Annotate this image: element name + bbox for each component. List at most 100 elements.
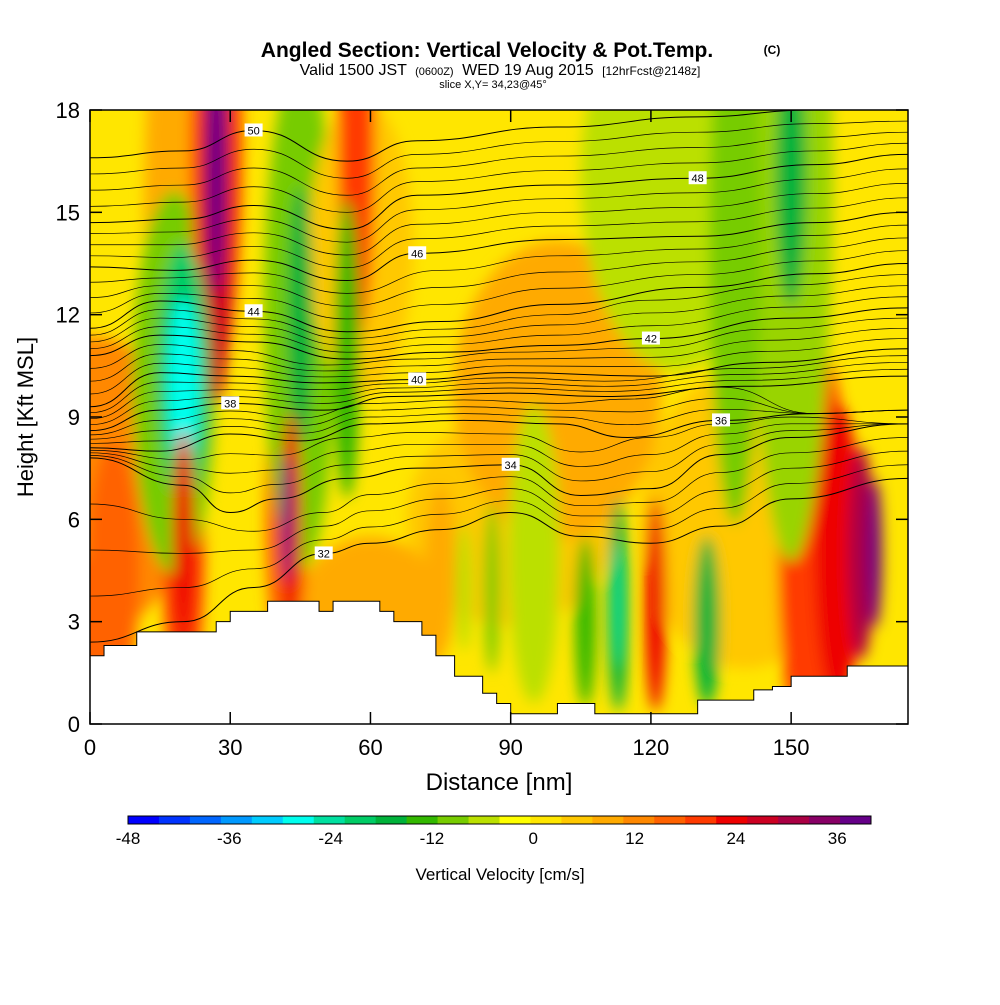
- velocity-cell: [281, 455, 292, 584]
- colorbar-swatch: [778, 816, 810, 824]
- colorbar-swatch: [344, 816, 377, 824]
- isentrope-minor-line: [90, 197, 908, 269]
- isentrope-label: 42: [641, 331, 660, 346]
- x-tick-label: 0: [84, 735, 96, 760]
- svg-text:44: 44: [247, 306, 259, 318]
- isentrope-minor-line: [90, 368, 908, 426]
- isentrope-minor-line: [90, 408, 908, 444]
- colorbar-tick-label: 0: [529, 829, 538, 848]
- colorbar-tick-label: -12: [420, 829, 445, 848]
- isentrope-minor-line: [90, 182, 908, 256]
- colorbar-swatch: [251, 816, 284, 824]
- isentrope-label: 34: [501, 457, 520, 472]
- isentrope-line: [90, 423, 908, 514]
- isentrope-minor-line: [90, 355, 908, 414]
- svg-text:40: 40: [411, 374, 423, 386]
- velocity-cell: [613, 540, 623, 669]
- colorbar: [127, 815, 872, 825]
- isentrope-minor-line: [90, 237, 908, 307]
- colorbar-tick-label: 12: [625, 829, 644, 848]
- x-tick-label: 120: [633, 735, 670, 760]
- isentrope-label: 40: [408, 372, 427, 386]
- x-tick-label: 150: [773, 735, 810, 760]
- isentrope-line: [90, 307, 908, 360]
- velocity-cell: [775, 110, 807, 307]
- isentrope-minor-line: [90, 437, 908, 532]
- velocity-cell: [814, 404, 862, 703]
- velocity-cell: [424, 485, 457, 656]
- valid-utc: (0600Z): [415, 66, 454, 78]
- colorbar-swatch: [530, 816, 562, 824]
- isentrope-minor-line: [90, 274, 908, 339]
- valid-date: WED 19 Aug 2015: [462, 62, 594, 79]
- velocity-cell: [575, 536, 596, 707]
- colorbar-label: Vertical Velocity [cm/s]: [415, 865, 584, 884]
- isentrope-minor-line: [90, 416, 908, 460]
- y-tick-label: 18: [56, 98, 80, 123]
- isentrope-line: [90, 153, 908, 230]
- isentrope-minor-line: [90, 224, 908, 294]
- isentrope-minor-line: [90, 362, 908, 420]
- copyright-mark: (C): [764, 43, 781, 57]
- isentrope-label: 36: [712, 413, 731, 427]
- colorbar-swatch: [375, 816, 408, 824]
- colorbar-swatch: [499, 816, 531, 824]
- x-tick-label: 30: [218, 735, 242, 760]
- colorbar-swatch: [623, 816, 655, 824]
- svg-text:36: 36: [715, 415, 727, 427]
- velocity-cell: [456, 523, 472, 652]
- isentrope-label: 48: [688, 171, 707, 185]
- isentrope-line: [90, 375, 908, 432]
- svg-text:46: 46: [411, 248, 423, 260]
- colorbar-swatch: [654, 816, 686, 824]
- velocity-cell: [287, 186, 314, 443]
- isentrope-minor-line: [90, 131, 908, 196]
- y-tick-label: 3: [68, 610, 80, 635]
- y-tick-label: 9: [68, 405, 80, 430]
- isentrope-minor-line: [90, 450, 908, 554]
- colorbar-tick-label: -24: [318, 829, 343, 848]
- isentrope-minor-line: [90, 327, 908, 382]
- velocity-cell: [173, 429, 194, 643]
- isentrope-label: 50: [244, 123, 263, 137]
- colorbar-swatch: [282, 816, 315, 824]
- colorbar-swatch: [716, 816, 748, 824]
- x-axis-ticks: 0 30 60 90 120 150: [84, 110, 810, 760]
- colorbar-tick-label: 36: [828, 829, 847, 848]
- velocity-cell: [645, 498, 666, 712]
- chart-title: Angled Section: Vertical Velocity & Pot.…: [261, 39, 713, 62]
- isentrope-minor-line: [90, 317, 908, 369]
- velocity-cell: [848, 446, 875, 661]
- colorbar-tick-label: -48: [116, 829, 141, 848]
- velocity-cell: [484, 502, 500, 673]
- valid-time-line: Valid 1500 JST (0600Z) WED 19 Aug 2015 […: [300, 62, 701, 79]
- isentrope-label: 44: [244, 304, 263, 318]
- colorbar-swatch: [685, 816, 717, 824]
- isentrope-line: [90, 409, 908, 452]
- svg-text:32: 32: [318, 548, 330, 560]
- isentrope-minor-line: [90, 296, 908, 353]
- isentrope-minor-line: [90, 142, 908, 213]
- y-axis-label: Height [Kft MSL]: [13, 337, 38, 497]
- isentrope-minor-line: [90, 386, 908, 436]
- x-axis-label: Distance [nm]: [426, 769, 573, 796]
- colorbar-swatch: [840, 816, 872, 824]
- colorbar-swatch: [592, 816, 624, 824]
- valid-prefix: Valid 1500 JST: [300, 62, 408, 79]
- colorbar-swatch: [437, 816, 470, 824]
- isentrope-minor-line: [90, 120, 908, 179]
- colorbar-swatch: [128, 816, 160, 824]
- isentrope-line: [90, 211, 908, 282]
- isentrope-minor-line: [90, 423, 908, 474]
- y-tick-label: 12: [56, 303, 80, 328]
- isentrope-minor-line: [90, 464, 908, 597]
- y-tick-label: 15: [56, 200, 80, 225]
- svg-text:38: 38: [224, 398, 236, 410]
- colorbar-swatch: [747, 816, 779, 824]
- forecast-info: [12hrFcst@2148z]: [602, 64, 700, 78]
- colorbar-swatch: [406, 816, 439, 824]
- y-tick-label: 6: [68, 507, 80, 532]
- isentrope-line: [90, 348, 908, 408]
- velocity-cell: [207, 110, 226, 294]
